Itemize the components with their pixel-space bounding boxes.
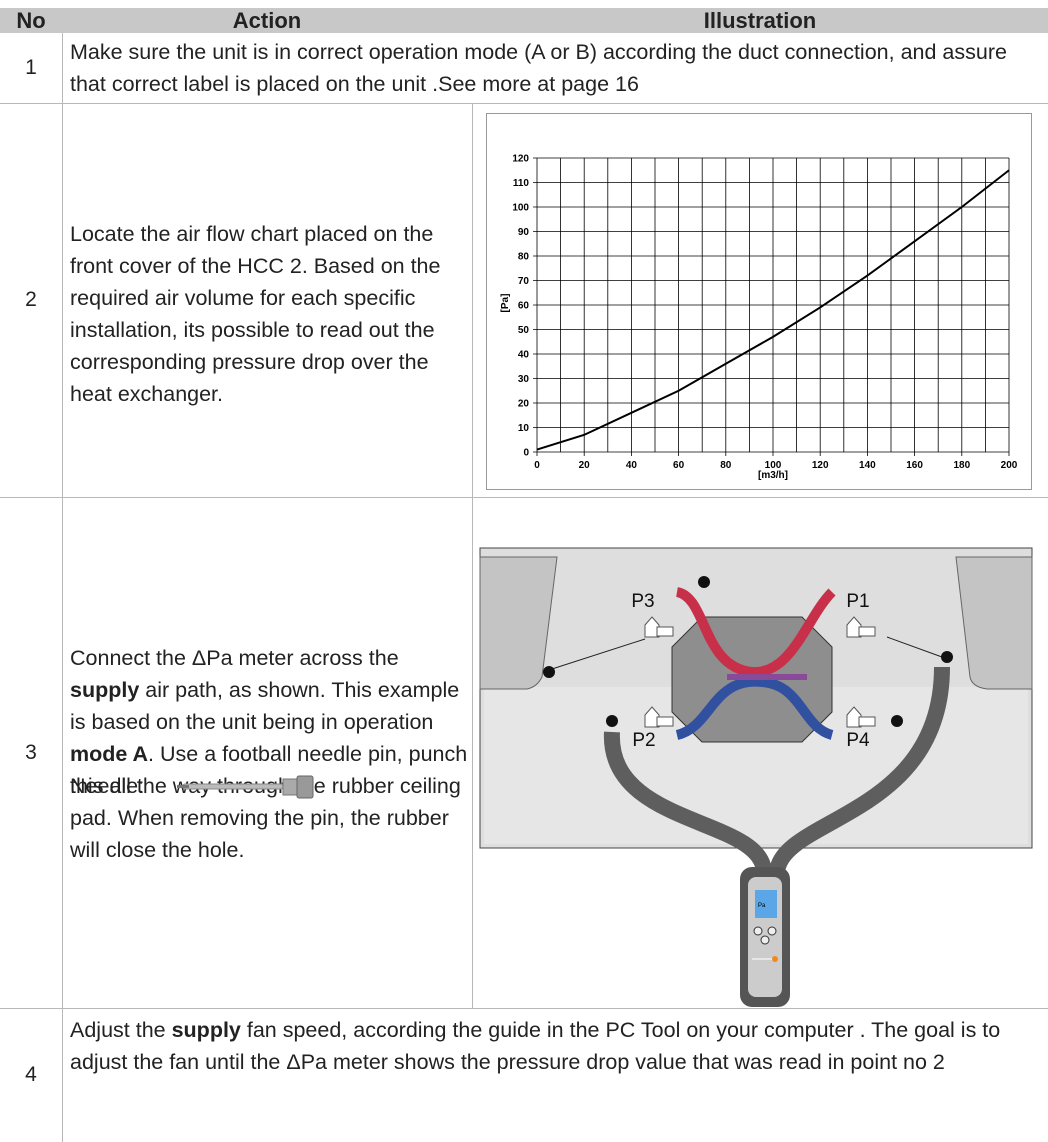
x-axis-label: [m3/h] — [758, 470, 788, 481]
y-axis-label: [Pa] — [500, 294, 511, 313]
y-tick-label: 90 — [518, 227, 530, 238]
x-tick-label: 180 — [953, 460, 970, 471]
needle-image — [177, 775, 314, 799]
text: . Use a football needle pin, punch this … — [70, 742, 468, 862]
y-tick-label: 50 — [518, 325, 530, 336]
point-label: P1 — [846, 591, 869, 612]
column-line — [62, 33, 63, 1142]
x-tick-label: 20 — [579, 460, 591, 471]
connection-diagram: Pa P3 P1 P2 P4 — [479, 547, 1033, 1007]
y-tick-label: 100 — [512, 203, 529, 214]
row-number: 1 — [25, 56, 37, 79]
row-number: 3 — [25, 740, 37, 764]
y-tick-label: 0 — [523, 448, 529, 459]
text: Connect the ΔPa meter across the — [70, 646, 399, 670]
column-line — [472, 103, 473, 1008]
y-tick-label: 60 — [518, 301, 530, 312]
y-tick-label: 80 — [518, 252, 530, 263]
point-label: P3 — [631, 591, 654, 612]
y-tick-label: 40 — [518, 350, 530, 361]
x-tick-label: 40 — [626, 460, 638, 471]
header-action: Action — [62, 8, 472, 33]
text: air path, as shown. This example is base… — [70, 678, 460, 734]
x-tick-label: 140 — [859, 460, 876, 471]
header-no: No — [0, 8, 62, 33]
point-label: P2 — [632, 730, 655, 751]
x-tick-label: 120 — [812, 460, 829, 471]
meter-label: Pa — [758, 903, 766, 909]
x-tick-label: 80 — [720, 460, 732, 471]
row-number: 4 — [25, 1063, 37, 1086]
x-tick-label: 200 — [1001, 460, 1018, 471]
y-tick-label: 110 — [513, 178, 530, 189]
y-tick-label: 20 — [518, 399, 530, 410]
row-number: 2 — [25, 288, 37, 311]
y-tick-label: 30 — [518, 374, 530, 385]
action-text: Locate the air flow chart placed on the … — [70, 222, 441, 406]
line — [536, 169, 1010, 451]
row-line — [0, 103, 1048, 104]
chart-frame — [486, 113, 1032, 490]
text: Adjust the — [70, 1018, 172, 1042]
action-text: Connect the ΔPa meter across the supply … — [70, 642, 468, 866]
action-text: Make sure the unit is in correct operati… — [70, 40, 1007, 96]
x-tick-label: 160 — [906, 460, 923, 471]
x-tick-label: 100 — [765, 460, 782, 471]
y-tick-label: 70 — [518, 276, 530, 287]
y-tick-label: 10 — [518, 423, 530, 434]
row-line — [0, 1008, 1048, 1009]
y-tick-label: 120 — [512, 154, 529, 165]
x-tick-label: 60 — [673, 460, 685, 471]
header-illustration: Illustration — [472, 8, 1048, 33]
bold-text: supply — [171, 1018, 241, 1042]
row-line — [0, 497, 1048, 498]
point-label: P4 — [846, 730, 870, 751]
air-flow-chart: [m3/h] [Pa] 0 20 40 60 80 100 120 140 160 180 200 0… — [486, 113, 1032, 490]
needle-label: Needle: — [70, 774, 145, 798]
text: fan speed, according the guide in the PC… — [70, 1018, 1001, 1074]
bold-text: supply — [70, 678, 140, 702]
bold-text: mode A — [70, 742, 149, 766]
action-text: Adjust the supply fan speed, according t… — [70, 1014, 1040, 1078]
x-tick-label: 0 — [534, 460, 540, 471]
